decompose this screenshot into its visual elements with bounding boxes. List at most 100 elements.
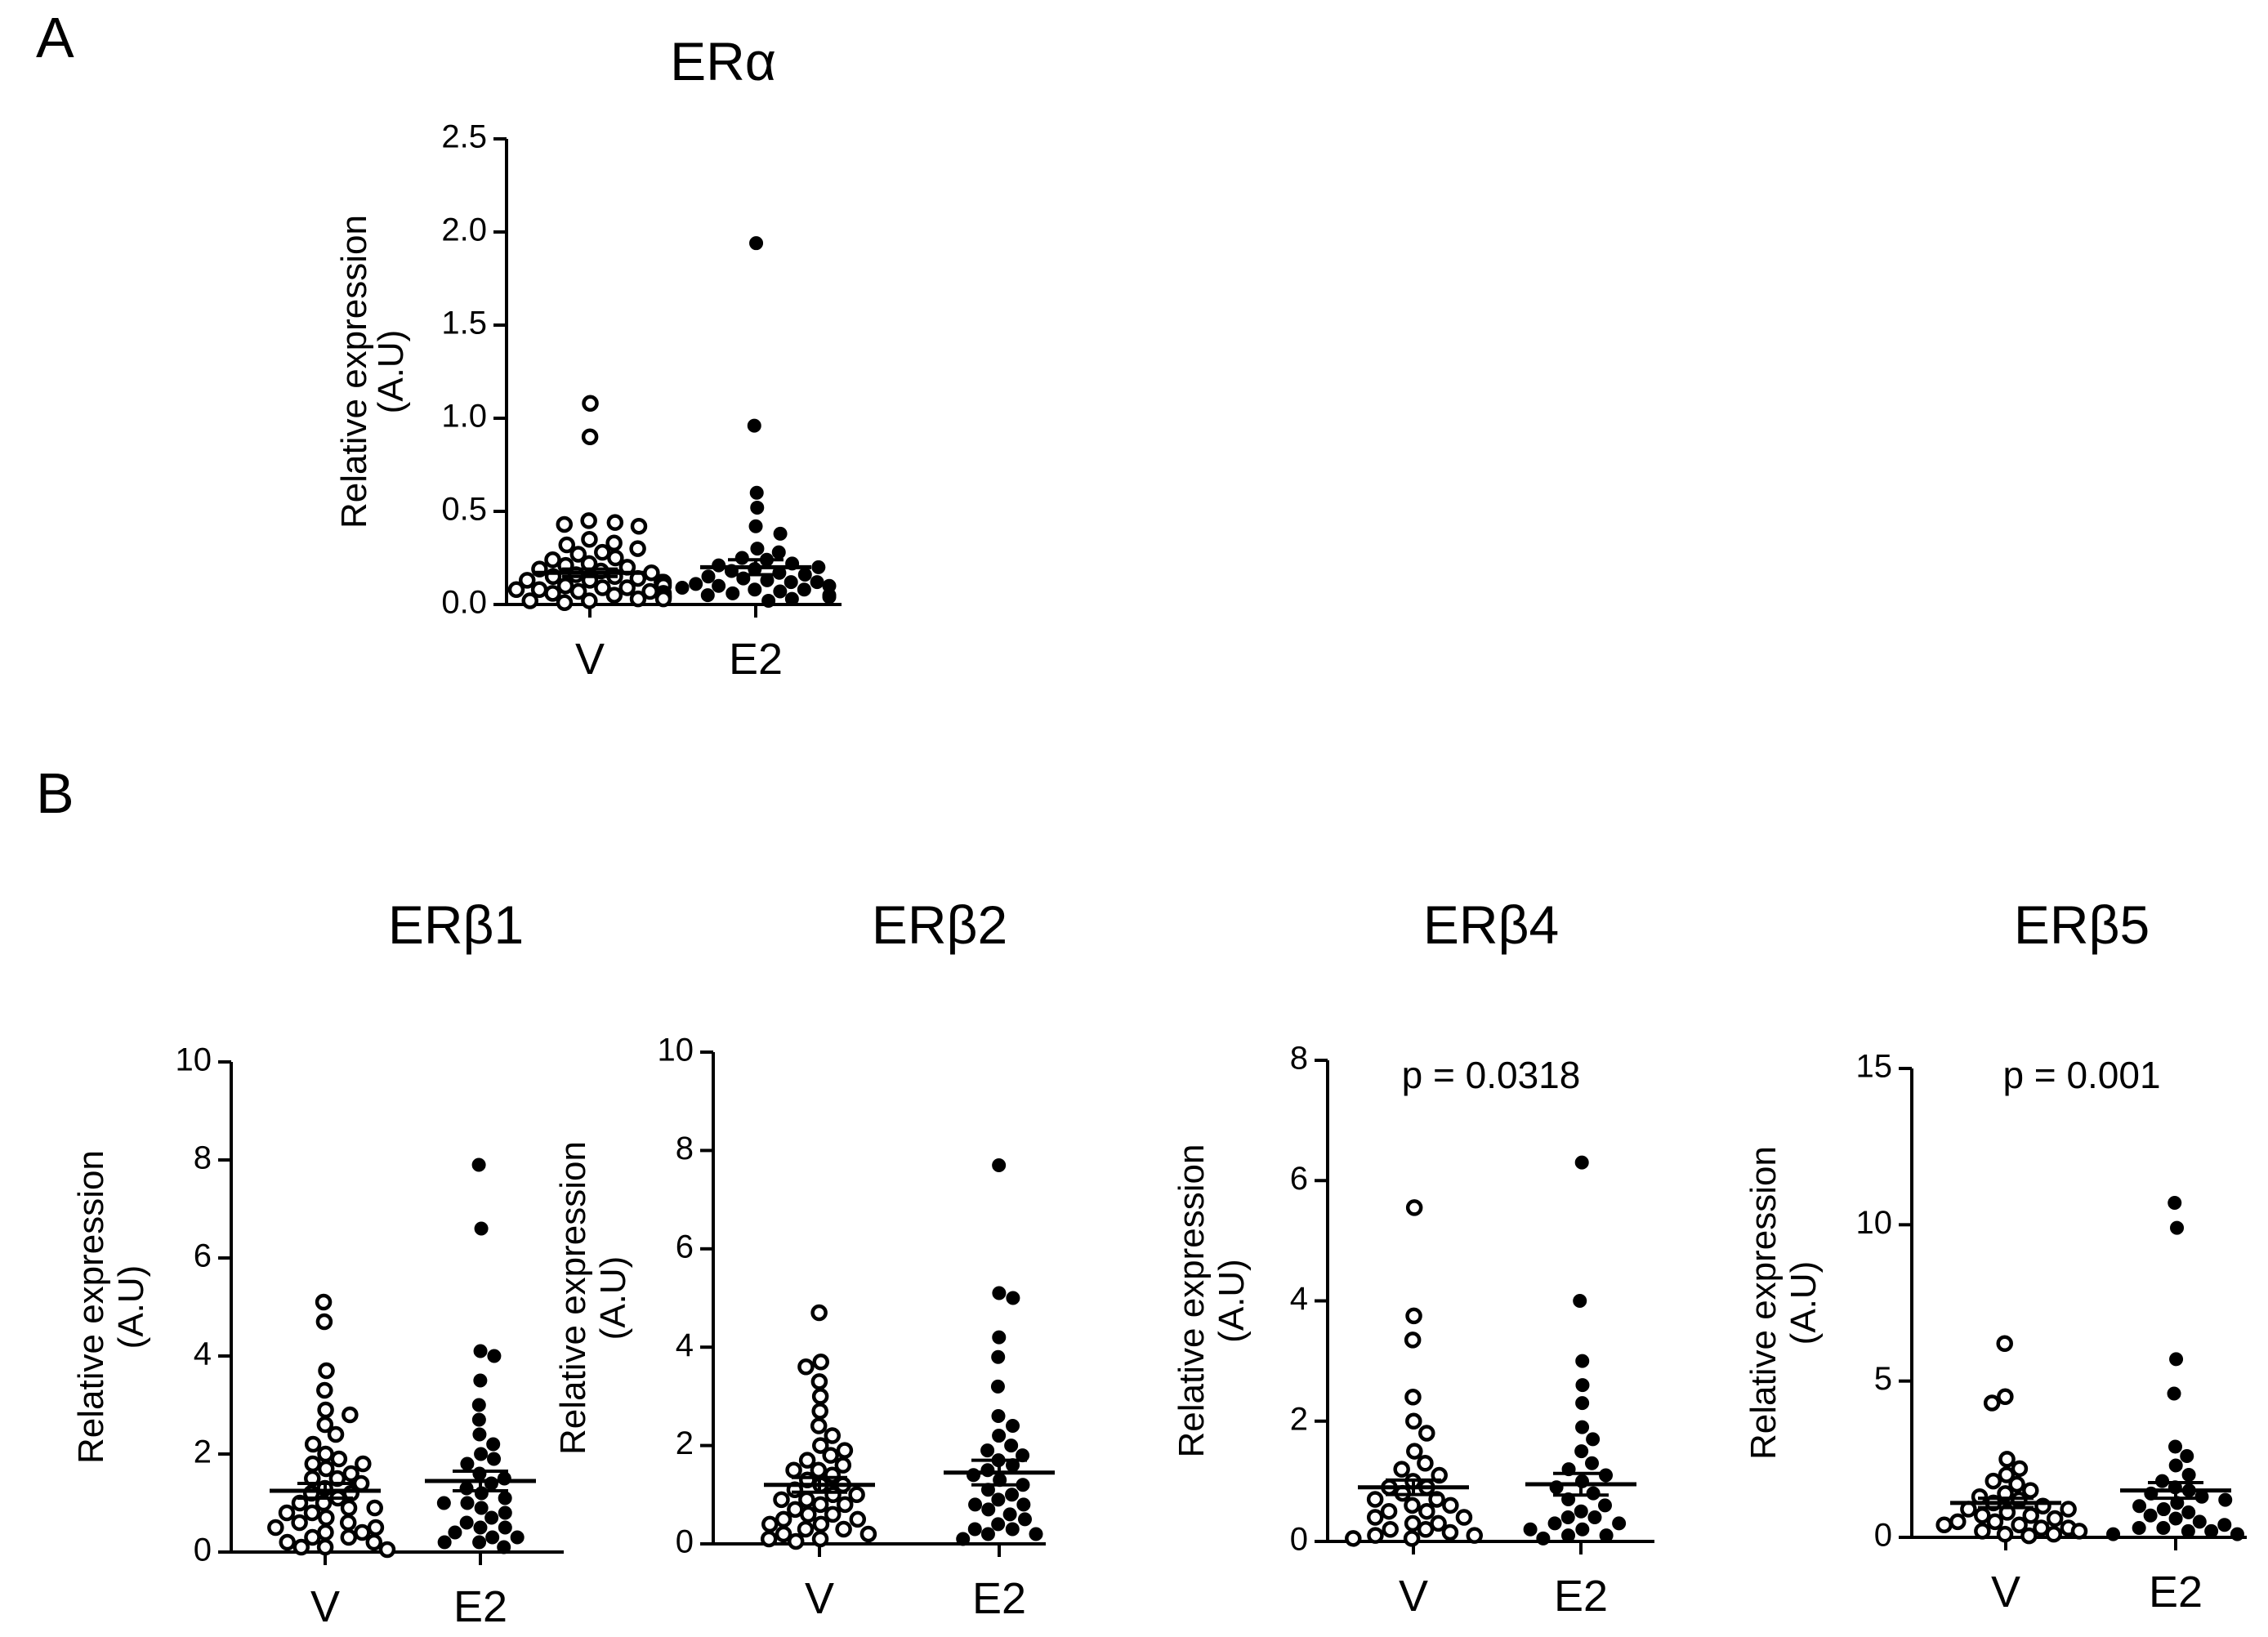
data-point — [836, 1496, 854, 1514]
data-point — [1575, 1420, 1590, 1434]
chart-5: ERβ5 0 5 10 15 V E2 Relative expression (A.U) p =… — [1743, 894, 2247, 1617]
data-point — [1366, 1491, 1384, 1508]
data-point — [784, 575, 798, 590]
x-tick-label: E2 — [1554, 1572, 1608, 1621]
data-point — [836, 1442, 854, 1459]
data-point — [810, 1304, 828, 1322]
data-point — [1949, 1513, 1967, 1531]
data-point — [304, 1435, 322, 1453]
data-point — [1575, 1354, 1590, 1368]
data-point — [556, 515, 574, 533]
data-point — [1574, 1504, 1588, 1519]
x-tick-label: V — [1399, 1572, 1428, 1621]
data-point — [689, 577, 703, 591]
y-tick-label: 0 — [1874, 1518, 1892, 1554]
data-point — [1986, 1513, 2004, 1531]
data-point — [304, 1455, 322, 1473]
data-point — [1575, 1378, 1590, 1393]
data-point — [474, 1447, 489, 1461]
data-point — [1586, 1486, 1601, 1501]
chart-3: ERβ2 0 2 4 6 8 10 V E2 Relative expression (A.U) — [553, 894, 1055, 1623]
y-tick-label: 15 — [1856, 1049, 1893, 1085]
data-point — [1597, 1498, 1612, 1513]
y-axis-label: Relative expression — [1172, 1144, 1212, 1458]
data-point — [990, 1379, 1005, 1394]
data-point — [316, 1538, 334, 1556]
data-point — [784, 591, 799, 606]
data-point — [544, 551, 561, 569]
data-point — [712, 578, 726, 593]
data-point — [2218, 1492, 2233, 1507]
data-point — [761, 593, 776, 608]
data-point — [1574, 1444, 1589, 1459]
data-point — [1417, 1455, 1434, 1472]
data-point — [775, 1525, 792, 1543]
data-point — [956, 1532, 971, 1546]
data-point — [797, 1520, 815, 1538]
data-point — [991, 1492, 1006, 1507]
data-point — [849, 1510, 867, 1528]
data-point — [2011, 1516, 2028, 1533]
data-point — [1536, 1531, 1551, 1546]
data-point — [1403, 1530, 1421, 1547]
data-point — [498, 1520, 512, 1535]
data-point — [471, 1157, 486, 1172]
data-point — [582, 395, 599, 413]
data-point — [811, 560, 826, 574]
data-point — [798, 1452, 816, 1469]
data-point — [474, 1221, 489, 1236]
data-point — [2106, 1527, 2121, 1541]
data-point — [556, 594, 574, 611]
data-point — [605, 587, 623, 604]
data-point — [797, 582, 811, 597]
data-point — [629, 590, 647, 608]
data-point — [1006, 1291, 1020, 1305]
data-point — [487, 1452, 502, 1466]
data-point — [519, 572, 536, 589]
data-point — [748, 582, 762, 597]
data-point — [675, 580, 690, 595]
y-tick-label: 6 — [676, 1229, 694, 1265]
data-point — [824, 1486, 842, 1504]
data-point — [980, 1527, 995, 1541]
data-point — [1996, 1335, 2013, 1352]
data-point — [544, 585, 561, 602]
data-point — [1984, 1472, 2002, 1490]
data-point — [771, 545, 786, 560]
data-point — [2020, 1527, 2038, 1545]
data-point — [2168, 1458, 2183, 1473]
data-point — [1612, 1516, 1627, 1531]
data-point — [749, 236, 764, 251]
y-tick-label: 8 — [676, 1131, 694, 1166]
data-point — [2143, 1508, 2158, 1523]
y-tick-label: 1.0 — [441, 399, 487, 435]
data-point — [317, 1460, 335, 1478]
data-point — [459, 1481, 474, 1496]
data-point — [1997, 1388, 2014, 1406]
data-point — [991, 1408, 1006, 1423]
data-point — [1367, 1527, 1384, 1544]
data-point — [1418, 1502, 1435, 1520]
data-point — [700, 588, 715, 603]
data-point — [607, 549, 624, 567]
data-point — [760, 1530, 778, 1548]
data-point — [2060, 1501, 2077, 1518]
data-point — [497, 1471, 511, 1486]
data-point — [1996, 1525, 2014, 1543]
y-axis-unit-label: (A.U) — [593, 1256, 633, 1340]
data-point — [303, 1504, 321, 1522]
data-point — [824, 1505, 842, 1523]
data-point — [775, 1510, 792, 1528]
data-point — [1393, 1461, 1410, 1478]
data-point — [330, 1450, 348, 1468]
data-point — [1380, 1502, 1398, 1520]
data-point — [2132, 1521, 2146, 1536]
data-point — [1547, 1516, 1562, 1531]
data-point — [824, 1427, 841, 1444]
y-tick-label: 2.5 — [441, 119, 487, 155]
data-point — [448, 1525, 462, 1540]
data-point — [1017, 1512, 1032, 1527]
data-point — [2168, 1511, 2183, 1526]
data-point — [339, 1514, 357, 1532]
